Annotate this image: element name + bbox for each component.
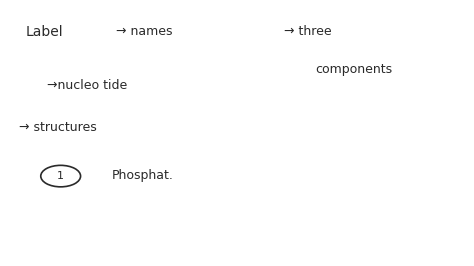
Text: Phosphat.: Phosphat. (111, 169, 173, 182)
Text: → structures: → structures (19, 121, 97, 134)
Text: →nucleo tide: →nucleo tide (47, 79, 128, 92)
Text: → names: → names (116, 26, 173, 38)
Text: → three: → three (284, 26, 332, 38)
Text: components: components (315, 63, 392, 76)
Text: Label: Label (26, 25, 64, 39)
Text: 1: 1 (57, 171, 64, 181)
